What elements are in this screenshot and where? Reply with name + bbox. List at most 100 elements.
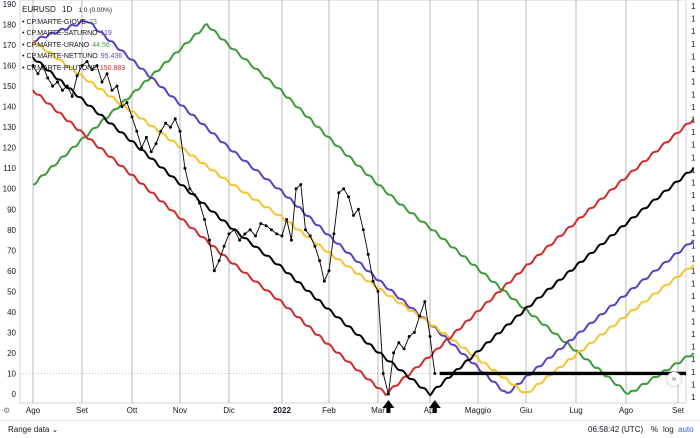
legend-dot-icon: • [22, 30, 25, 37]
x-tick-label: 2022 [273, 406, 291, 415]
x-tick-label: Maggio [465, 406, 492, 415]
legend-dot-icon: • [22, 18, 25, 26]
y-tick-label: 140 [3, 103, 17, 112]
up-arrow-icon [428, 400, 441, 413]
price-point [248, 228, 252, 232]
price-point [60, 88, 64, 92]
price-point [269, 228, 273, 232]
legend-item[interactable]: • CP.MARTE-PLUTONE 150.883 [22, 63, 125, 75]
price-point [140, 146, 144, 150]
legend-item[interactable]: • CP.MARTE-URANO 44.56 [22, 40, 125, 52]
price-point [90, 68, 94, 72]
price-point [207, 238, 211, 242]
price-point [308, 234, 312, 238]
price-point [238, 238, 242, 242]
price-point [289, 238, 293, 242]
price-point [70, 94, 74, 98]
x-tick-label: Lug [569, 406, 582, 415]
right-tick-label: 1 [691, 27, 696, 36]
right-tick-label: 1 [691, 116, 696, 125]
series-line-4[interactable] [32, 56, 695, 397]
price-point [294, 187, 298, 191]
price-point [217, 259, 221, 263]
price-point [376, 289, 380, 293]
series-line-2[interactable] [32, 40, 695, 394]
price-point [183, 166, 187, 170]
legend-item[interactable]: • CP.MARTE-NETTUNO 95.436 [22, 51, 125, 63]
right-tick-label: 1 [691, 368, 696, 377]
price-point [164, 121, 168, 125]
legend-item-name: CP.MARTE-URANO [26, 41, 90, 49]
price-point [80, 64, 84, 68]
price-point [173, 117, 177, 121]
gear-icon[interactable]: ⚙ [3, 406, 11, 415]
price-point [31, 64, 35, 68]
y-tick-label: 130 [3, 123, 17, 132]
price-point [392, 351, 396, 355]
right-tick-label: 1 [691, 317, 696, 326]
price-point [342, 187, 346, 191]
y-tick-label: 170 [3, 41, 17, 50]
y-tick-label: 90 [7, 205, 16, 214]
price-point [412, 330, 416, 334]
right-tick-label: 1 [691, 292, 696, 301]
price-point [366, 252, 370, 256]
legend-dot-icon: • [22, 64, 25, 72]
interval[interactable]: 1D [62, 5, 73, 14]
price-point [178, 129, 182, 133]
price-point [120, 105, 124, 109]
time-axis[interactable]: Ago Set Ott Nov Dic 2022 Feb Mar Apr Maggio Giu Lug… [26, 406, 685, 415]
log-toggle[interactable]: log [663, 425, 674, 434]
y-tick-label: 40 [7, 308, 16, 317]
series-line-3[interactable] [32, 89, 695, 396]
symbol-name[interactable]: EURUSD [22, 5, 56, 14]
price-point [280, 234, 284, 238]
price-point [232, 228, 236, 232]
y-tick-label: 110 [3, 164, 16, 173]
right-tick-label: 1 [691, 65, 696, 74]
x-tick-label: Ago [619, 406, 634, 415]
auto-toggle[interactable]: auto [678, 425, 694, 434]
price-point [75, 74, 79, 78]
legend-item[interactable]: • CP.MARTE-SATURNO 119 [22, 28, 125, 40]
legend-item-name: CP.MARTE-GIOVE [26, 18, 87, 26]
right-tick-label: 1 [691, 15, 696, 24]
price-point [418, 314, 422, 318]
x-tick-label: Apr [424, 406, 437, 415]
price-point [397, 341, 401, 345]
x-tick-label: Mar [371, 406, 385, 415]
price-point [371, 279, 375, 283]
legend-item-value: 95.436 [100, 53, 123, 60]
price-point [243, 232, 247, 236]
x-tick-label: Feb [322, 406, 336, 415]
x-tick-label: Ott [127, 406, 138, 415]
right-tick-label: 1 [691, 242, 696, 251]
price-point [168, 125, 172, 129]
series-line-1[interactable] [32, 19, 695, 394]
percent-toggle[interactable]: % [651, 425, 659, 434]
price-point [254, 234, 257, 238]
chart-series-group [32, 19, 695, 397]
price-point [332, 232, 336, 236]
y-tick-label: 180 [3, 21, 17, 30]
bottom-toolbar: Range data ⌄ 06:58:42 (UTC) % log auto [0, 420, 700, 438]
price-point [433, 372, 437, 375]
price-point [327, 269, 331, 273]
range-data-button[interactable]: Range data ⌄ [8, 425, 59, 434]
clock[interactable]: 06:58:42 (UTC) [588, 425, 644, 434]
series-line-0[interactable] [32, 23, 695, 395]
chart-legend: EURUSD 1D 1 0 (0.00%) • CP.MARTE-GIOVE 73 •… [22, 4, 125, 74]
y-tick-label: 70 [7, 246, 16, 255]
legend-item[interactable]: • CP.MARTE-GIOVE 73 [22, 17, 125, 29]
price-point [149, 150, 153, 154]
price-point [193, 193, 197, 197]
y-tick-label: 160 [3, 62, 17, 71]
price-point [402, 347, 406, 351]
price-line[interactable] [32, 60, 436, 395]
chart-canvas: 1901801701601501401301201101009080706050… [3, 0, 696, 415]
scroll-to-realtime-button[interactable]: » [667, 372, 681, 386]
legend-symbol-row: EURUSD 1D 1 0 (0.00%) [22, 4, 125, 17]
y-tick-label: 190 [3, 0, 17, 9]
x-tick-label: Dic [223, 406, 235, 415]
right-tick-label: 1 [691, 216, 696, 225]
